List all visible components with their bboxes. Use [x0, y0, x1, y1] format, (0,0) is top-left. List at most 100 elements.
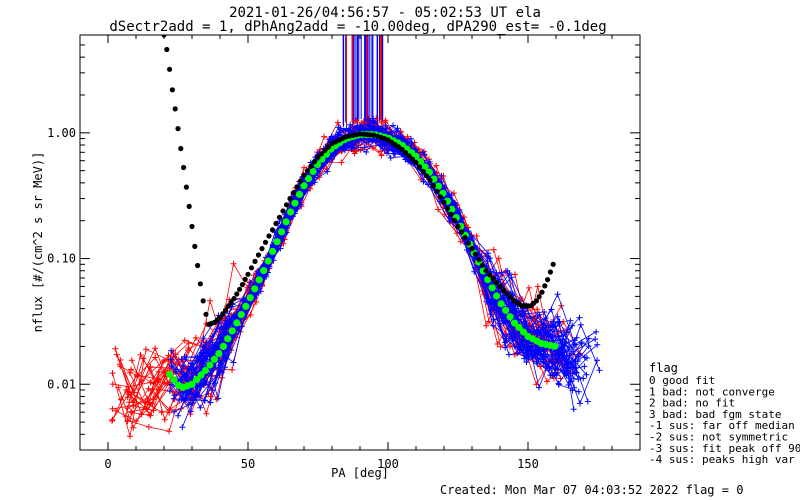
measurement-marker [170, 395, 177, 402]
measurement-marker [448, 192, 455, 198]
measurement-trace [179, 125, 582, 402]
fit-point [215, 350, 223, 358]
measurement-marker [176, 397, 183, 404]
measurement-trace [180, 128, 576, 409]
model-point [301, 172, 307, 178]
model-point [416, 164, 423, 170]
measurement-marker [566, 352, 573, 359]
fit-point [278, 228, 286, 236]
measurement-marker [378, 152, 385, 159]
measurement-marker [124, 405, 131, 412]
measurement-marker [165, 352, 172, 359]
measurement-marker [215, 395, 221, 402]
model-point [441, 199, 447, 205]
measurement-trace [112, 119, 564, 388]
fit-point [295, 190, 304, 198]
measurement-marker [554, 313, 561, 320]
model-point [455, 223, 461, 230]
model-point [434, 188, 440, 194]
measurement-marker [294, 205, 301, 212]
measurement-marker [128, 357, 135, 364]
fit-point [551, 342, 559, 350]
measurement-marker [537, 363, 544, 370]
model-point [318, 151, 325, 157]
model-point [547, 269, 554, 275]
measurement-marker [576, 314, 583, 321]
model-point [167, 66, 173, 72]
model-point [399, 146, 405, 152]
model-point [413, 160, 419, 166]
measurement-marker [570, 406, 577, 413]
measurement-marker [511, 343, 518, 350]
measurement-marker [203, 379, 210, 386]
measurement-marker [328, 155, 335, 162]
fit-point [488, 284, 496, 292]
model-point [248, 265, 255, 271]
measurement-marker [575, 351, 582, 358]
x-tick-label: 50 [241, 457, 255, 471]
y-axis-label: nflux [#/(cm^2 s sr MeV)] [31, 152, 45, 333]
measurement-marker [223, 355, 230, 362]
model-point [203, 311, 209, 317]
fit-point [233, 319, 241, 327]
model-point [437, 194, 444, 200]
model-point [200, 298, 206, 304]
measurement-marker [109, 370, 116, 377]
measurement-marker [127, 433, 133, 440]
measurement-marker [172, 351, 179, 358]
fit-point [224, 335, 232, 343]
model-point [507, 294, 514, 300]
fit-point [287, 208, 295, 216]
y-tick-label: 1.00 [47, 126, 76, 140]
legend-entry: 1 bad: not converge [649, 385, 775, 398]
fit-point [309, 167, 317, 176]
plot-area [109, 35, 603, 440]
fit-point [251, 285, 259, 293]
model-point [536, 294, 542, 300]
measurement-marker [190, 397, 197, 404]
model-point [237, 286, 243, 292]
measurement-marker [185, 401, 192, 408]
measurement-trace [189, 132, 575, 401]
measurement-marker [146, 411, 153, 418]
legend-entry: 0 good fit [649, 374, 715, 387]
measurement-marker [578, 340, 585, 347]
measurement-marker [181, 337, 188, 344]
measurement-marker [553, 372, 560, 379]
fit-point [246, 294, 254, 302]
measurement-marker [526, 284, 532, 291]
measurement-marker [493, 269, 500, 276]
peak-marker-lines [342, 35, 384, 128]
measurement-marker [493, 307, 500, 314]
model-point [172, 106, 178, 112]
legend-entry: -1 sus: far off median [649, 419, 795, 432]
model-point [290, 190, 297, 196]
measurement-marker [533, 358, 540, 365]
measurement-marker [347, 121, 354, 128]
model-point [297, 178, 304, 184]
fit-point [416, 158, 425, 166]
measurement-marker [203, 339, 210, 346]
measurement-marker [133, 418, 140, 424]
measurement-marker [583, 371, 590, 378]
measurement-trace [183, 132, 575, 397]
model-point [423, 173, 430, 179]
measurement-marker [200, 335, 207, 342]
measurement-marker [420, 178, 427, 185]
measurement-marker [338, 159, 345, 166]
model-point [325, 144, 332, 150]
measurement-marker [594, 357, 601, 364]
measurement-marker [371, 126, 377, 132]
measurement-marker [112, 345, 119, 352]
measurement-marker [145, 424, 152, 430]
measurement-marker [147, 363, 154, 370]
measurement-marker [514, 350, 521, 357]
measurement-marker [364, 116, 371, 123]
measurement-marker [485, 250, 492, 257]
measurement-marker [554, 366, 561, 373]
model-point [430, 183, 437, 189]
x-axis-label: PA [deg] [331, 466, 389, 480]
measurement-marker [560, 366, 567, 373]
measurement-marker [490, 316, 497, 323]
measurement-marker [570, 349, 577, 355]
